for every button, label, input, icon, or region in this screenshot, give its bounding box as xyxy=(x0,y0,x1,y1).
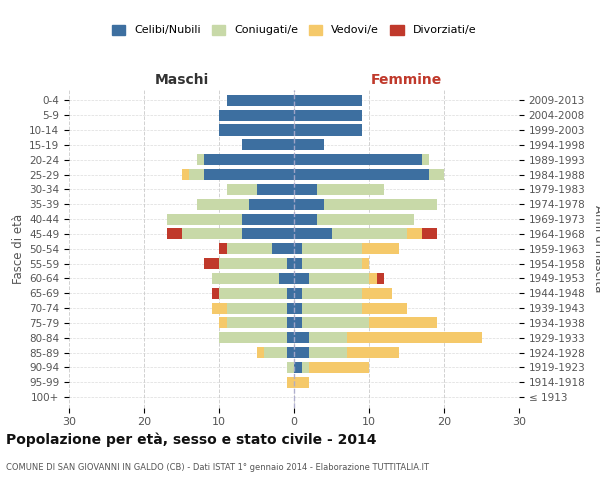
Bar xyxy=(302,243,361,254)
Bar xyxy=(287,376,294,388)
Bar xyxy=(421,228,437,239)
Bar xyxy=(219,110,294,121)
Bar xyxy=(204,169,294,180)
Bar xyxy=(294,347,309,358)
Bar xyxy=(167,228,182,239)
Bar xyxy=(317,214,414,224)
Bar xyxy=(287,362,294,373)
Bar xyxy=(219,288,287,299)
Bar xyxy=(287,332,294,344)
Bar xyxy=(294,184,317,195)
Bar xyxy=(317,184,384,195)
Legend: Celibi/Nubili, Coniugati/e, Vedovi/e, Divorziati/e: Celibi/Nubili, Coniugati/e, Vedovi/e, Di… xyxy=(107,20,481,40)
Bar xyxy=(302,258,361,269)
Bar xyxy=(219,124,294,136)
Bar xyxy=(302,318,369,328)
Bar xyxy=(309,273,369,284)
Bar xyxy=(347,332,482,344)
Bar xyxy=(219,332,287,344)
Bar xyxy=(294,288,302,299)
Bar xyxy=(324,198,437,210)
Y-axis label: Fasce di età: Fasce di età xyxy=(12,214,25,284)
Bar xyxy=(227,95,294,106)
Bar xyxy=(287,288,294,299)
Text: Femmine: Femmine xyxy=(371,73,442,87)
Bar xyxy=(182,228,241,239)
Bar xyxy=(189,169,204,180)
Bar xyxy=(294,273,309,284)
Bar xyxy=(271,243,294,254)
Bar xyxy=(212,302,227,314)
Bar xyxy=(227,318,287,328)
Bar xyxy=(227,184,257,195)
Bar xyxy=(361,288,392,299)
Bar xyxy=(294,258,302,269)
Bar xyxy=(294,214,317,224)
Y-axis label: Anni di nascita: Anni di nascita xyxy=(592,205,600,292)
Bar xyxy=(219,243,227,254)
Bar xyxy=(294,376,309,388)
Bar xyxy=(204,154,294,166)
Bar xyxy=(257,184,294,195)
Text: COMUNE DI SAN GIOVANNI IN GALDO (CB) - Dati ISTAT 1° gennaio 2014 - Elaborazione: COMUNE DI SAN GIOVANNI IN GALDO (CB) - D… xyxy=(6,462,429,471)
Bar xyxy=(294,362,302,373)
Bar xyxy=(167,214,241,224)
Bar xyxy=(227,243,271,254)
Bar xyxy=(212,273,279,284)
Bar xyxy=(309,362,369,373)
Bar xyxy=(279,273,294,284)
Bar xyxy=(294,332,309,344)
Bar xyxy=(429,169,444,180)
Bar xyxy=(219,318,227,328)
Bar xyxy=(294,154,421,166)
Bar xyxy=(294,95,361,106)
Bar xyxy=(182,169,189,180)
Text: Maschi: Maschi xyxy=(154,73,209,87)
Bar xyxy=(287,258,294,269)
Bar xyxy=(361,243,399,254)
Bar xyxy=(241,214,294,224)
Bar xyxy=(421,154,429,166)
Bar xyxy=(287,318,294,328)
Bar xyxy=(241,140,294,150)
Bar xyxy=(257,347,264,358)
Bar xyxy=(197,154,204,166)
Bar xyxy=(347,347,399,358)
Bar xyxy=(294,318,302,328)
Text: Popolazione per età, sesso e stato civile - 2014: Popolazione per età, sesso e stato civil… xyxy=(6,432,377,447)
Bar xyxy=(369,273,377,284)
Bar xyxy=(219,258,287,269)
Bar xyxy=(294,110,361,121)
Bar xyxy=(294,198,324,210)
Bar xyxy=(369,318,437,328)
Bar xyxy=(302,362,309,373)
Bar xyxy=(302,302,361,314)
Bar xyxy=(212,288,219,299)
Bar xyxy=(294,228,331,239)
Bar xyxy=(377,273,384,284)
Bar xyxy=(331,228,407,239)
Bar xyxy=(294,140,324,150)
Bar xyxy=(294,124,361,136)
Bar xyxy=(204,258,219,269)
Bar xyxy=(287,302,294,314)
Bar xyxy=(264,347,287,358)
Bar xyxy=(249,198,294,210)
Bar xyxy=(294,243,302,254)
Bar xyxy=(294,302,302,314)
Bar xyxy=(309,332,347,344)
Bar xyxy=(361,302,407,314)
Bar xyxy=(407,228,421,239)
Bar xyxy=(361,258,369,269)
Bar xyxy=(241,228,294,239)
Bar xyxy=(287,347,294,358)
Bar xyxy=(309,347,347,358)
Bar xyxy=(227,302,287,314)
Bar xyxy=(302,288,361,299)
Bar xyxy=(197,198,249,210)
Bar xyxy=(294,169,429,180)
